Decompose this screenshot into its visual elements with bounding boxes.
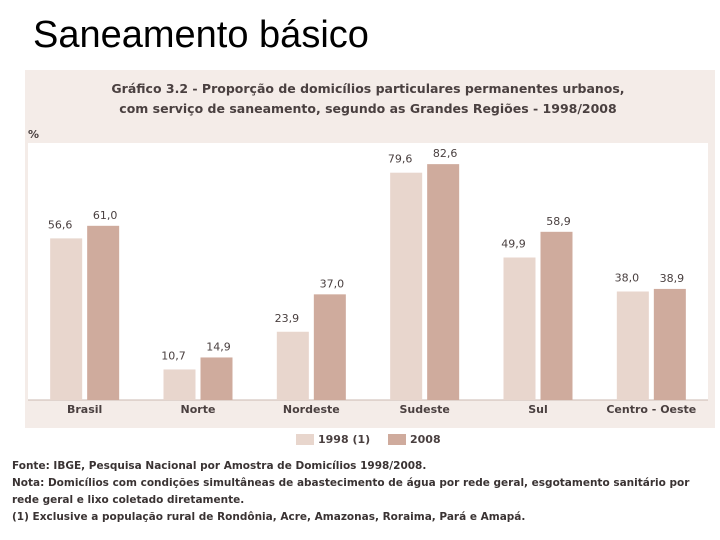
slide-title: Saneamento básico: [33, 14, 369, 56]
chart-title: com serviço de saneamento, segundo as Gr…: [119, 101, 616, 116]
bar: [200, 357, 233, 400]
data-label: 14,9: [206, 340, 231, 353]
note: Fonte: IBGE, Pesquisa Nacional por Amost…: [12, 460, 427, 472]
data-label: 49,9: [501, 238, 526, 251]
x-tick-label: Sul: [528, 403, 548, 416]
bar: [276, 331, 309, 400]
bar: [616, 291, 649, 400]
data-label: 79,6: [388, 153, 413, 166]
bar: [87, 225, 120, 400]
bar: [427, 164, 460, 400]
y-label: %: [28, 128, 39, 141]
bar: [540, 231, 573, 400]
chart-title: Gráfico 3.2 - Proporção de domicílios pa…: [111, 81, 624, 96]
data-label: 38,0: [615, 271, 640, 284]
bar: [313, 294, 346, 400]
data-label: 37,0: [320, 277, 345, 290]
note: Nota: Domicílios com condições simultâne…: [12, 477, 690, 506]
x-tick-label: Norte: [181, 403, 216, 416]
legend-swatch: [388, 434, 406, 445]
data-label: 38,9: [660, 272, 685, 285]
legend-label: 1998 (1): [318, 433, 370, 446]
plot-area: [28, 143, 708, 400]
data-label: 58,9: [546, 215, 571, 228]
bar: [503, 257, 536, 400]
note: (1) Exclusive a população rural de Rondô…: [12, 511, 526, 523]
legend-swatch: [296, 434, 314, 445]
data-label: 10,7: [161, 349, 186, 362]
bar: [653, 288, 686, 400]
x-tick-label: Centro - Oeste: [606, 403, 696, 416]
data-label: 61,0: [93, 209, 118, 222]
data-label: 56,6: [48, 218, 73, 231]
data-label: 23,9: [275, 312, 300, 325]
x-tick-label: Nordeste: [283, 403, 340, 416]
legend-label: 2008: [410, 433, 441, 446]
x-tick-label: Sudeste: [399, 403, 449, 416]
bar: [163, 369, 196, 400]
notes: Fonte: IBGE, Pesquisa Nacional por Amost…: [12, 458, 712, 526]
data-label: 82,6: [433, 147, 458, 160]
x-tick-label: Brasil: [67, 403, 102, 416]
bar: [50, 238, 83, 400]
bar: [390, 172, 423, 400]
